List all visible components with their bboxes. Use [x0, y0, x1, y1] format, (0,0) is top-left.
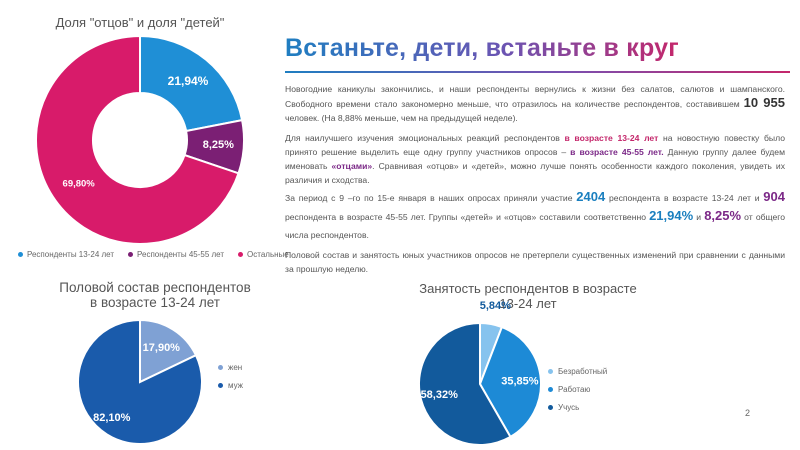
donut-label-2: 69,80%	[63, 179, 96, 190]
donut-legend-swatch-1	[128, 252, 134, 257]
p2-highlight-13-24: в возрасте 13-24 лет	[564, 133, 659, 143]
gender-label-1: 82,10%	[93, 412, 131, 424]
occupation-title-line-1: Занятость респондентов в возрасте	[419, 281, 637, 296]
job-label-0: 5,84%	[480, 300, 511, 312]
donut-slice-2	[35, 34, 240, 245]
job-legend-swatch-2	[548, 405, 553, 410]
gender-legend-swatch-0	[218, 365, 223, 370]
job-legend-item-1: Работаю	[548, 385, 607, 394]
donut-legend-swatch-0	[18, 252, 23, 257]
job-label-2: 58,32%	[421, 389, 459, 401]
donut-chart-title: Доля "отцов" и доля "детей"	[55, 15, 225, 30]
gender-legend-item-0: жен	[218, 363, 243, 372]
page-heading: Встаньте, дети, встаньте в круг	[285, 34, 679, 63]
p3-share-fathers: 8,25%	[704, 208, 742, 223]
p1-respondent-count: 10 955	[743, 95, 785, 110]
job-legend-swatch-1	[548, 387, 553, 392]
job-legend-label-1: Работаю	[558, 385, 591, 394]
occupation-chart-title: Занятость респондентов в возрасте 13-24 л…	[378, 281, 678, 311]
donut-legend: Респонденты 13-24 лет Респонденты 45-55 л…	[18, 250, 299, 259]
heading-part-1: Встаньте	[285, 34, 400, 62]
donut-legend-label-1: Респонденты 45-55 лет	[137, 250, 225, 259]
p3-text-1: За период с 9 –го по 15-е января в наших…	[285, 193, 577, 203]
p3-text-3: респондента в возрасте 45-55 лет. Группы…	[285, 212, 650, 222]
donut-label-0: 21,94%	[168, 74, 209, 88]
gender-legend-item-1: муж	[218, 381, 243, 390]
p2-highlight-fathers: «отцами»	[331, 161, 373, 171]
occupation-title-line-2: 13-24 лет	[499, 296, 557, 311]
gender-legend: жен муж	[218, 363, 243, 399]
donut-legend-label-2: Остальные	[247, 250, 289, 259]
p2-text-2: на новостную повестку было принято решен…	[285, 133, 785, 157]
donut-label-1: 8,25%	[203, 139, 234, 151]
p2-text-3: Данную группу далее будем именовать	[285, 147, 785, 171]
p3-text-2: респондента в возрасте 13-24 лет и	[605, 193, 764, 203]
p4-text: Половой состав и занятость юных участник…	[285, 250, 785, 274]
p3-text-5: от общего числа респондентов.	[285, 212, 786, 240]
occupation-legend: Безработный Работаю Учусь	[548, 367, 607, 421]
heading-divider	[285, 71, 790, 73]
p2-text-1: Для наилучшего изучения эмоциональных ре…	[285, 133, 565, 143]
gender-pie-chart: 17,90% 82,10%	[77, 318, 203, 445]
job-legend-swatch-0	[548, 369, 553, 374]
heading-part-2: , дети, встаньте в круг	[399, 34, 679, 62]
donut-legend-item-0: Респонденты 13-24 лет	[18, 250, 114, 259]
p2-highlight-45-55: в возрасте 45-55 лет.	[570, 147, 664, 157]
share-donut-chart: 21,94% 8,25% 69,80%	[35, 34, 245, 245]
page-number: 2	[745, 408, 751, 418]
donut-legend-label-0: Респонденты 13-24 лет	[27, 250, 115, 259]
occupation-pie-chart: 5,84% 35,85% 58,32%	[418, 300, 542, 446]
gender-legend-label-1: муж	[228, 381, 244, 390]
job-legend-label-0: Безработный	[558, 367, 608, 376]
gender-legend-swatch-1	[218, 383, 223, 388]
job-label-1: 35,85%	[501, 375, 539, 387]
paragraph-respondents-total: Новогодние каникулы закончились, и наши …	[285, 82, 785, 125]
gender-slice-0	[139, 318, 198, 384]
p3-text-4: и	[693, 212, 705, 222]
gender-title-line-1: Половой состав респондентов	[59, 280, 251, 295]
paragraph-participation: За период с 9 –го по 15-е января в наших…	[285, 188, 785, 244]
job-slice-2	[418, 321, 512, 446]
donut-slice-0	[139, 34, 244, 133]
p2-text-4: . Сравнивая «отцов» и «детей», можно луч…	[285, 161, 786, 185]
paragraph-groups-definition: Для наилучшего изучения эмоциональных ре…	[285, 131, 785, 187]
donut-legend-swatch-2	[238, 252, 244, 257]
job-legend-item-2: Учусь	[548, 403, 607, 412]
donut-legend-item-1: Респонденты 45-55 лет	[128, 250, 224, 259]
gender-slice-1	[77, 318, 203, 445]
p3-count-fathers: 904	[763, 189, 785, 204]
paragraph-composition: Половой состав и занятость юных участник…	[285, 248, 785, 276]
gender-legend-label-0: жен	[228, 363, 243, 372]
p1-text-1: Новогодние каникулы закончились, и наши …	[285, 84, 785, 109]
p3-count-kids: 2404	[576, 189, 606, 204]
gender-label-0: 17,90%	[143, 342, 181, 354]
p3-share-kids: 21,94%	[649, 208, 694, 223]
job-legend-label-2: Учусь	[558, 403, 580, 412]
gender-title-line-2: в возрасте 13-24 лет	[90, 295, 220, 310]
donut-legend-item-2: Остальные	[238, 250, 289, 259]
job-legend-item-0: Безработный	[548, 367, 607, 376]
p1-text-2: человек. (На 8,88% меньше, чем на предыд…	[285, 113, 518, 123]
gender-chart-title: Половой состав респондентов в возрасте 13…	[20, 280, 290, 310]
